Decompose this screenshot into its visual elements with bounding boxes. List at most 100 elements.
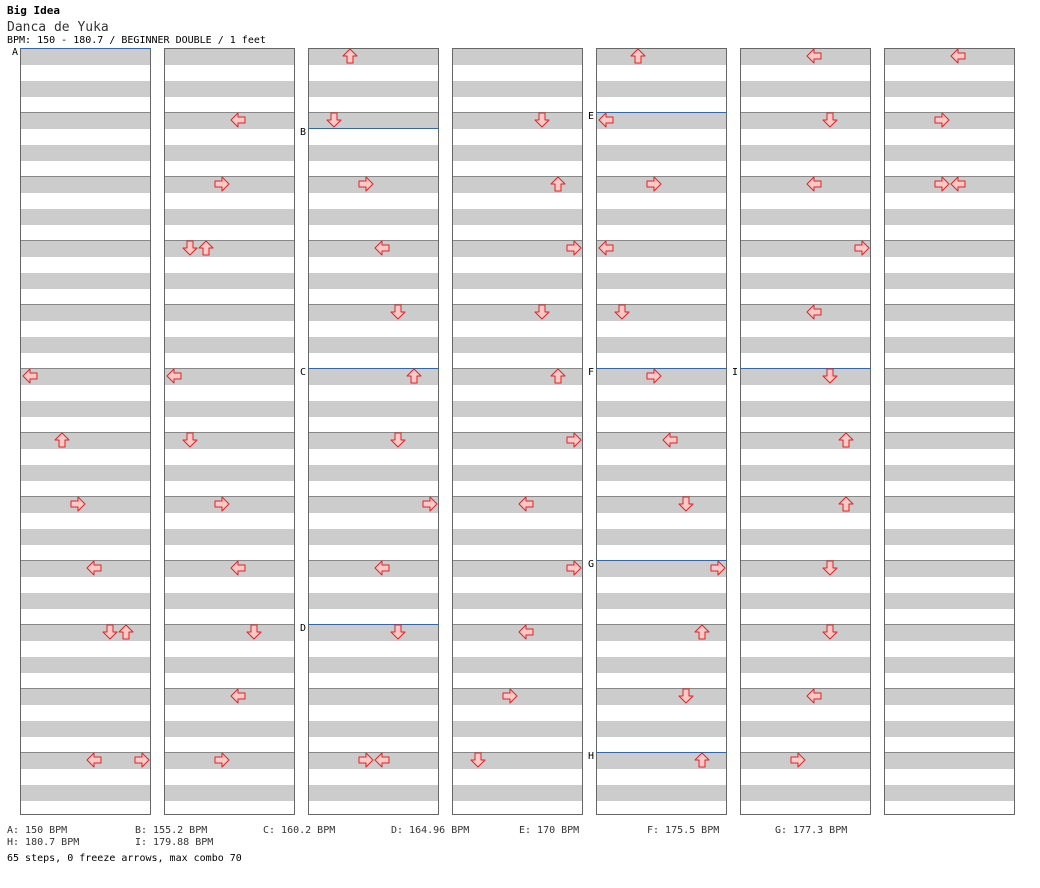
step-summary: 65 steps, 0 freeze arrows, max combo 70 (7, 853, 242, 864)
section-marker-line (308, 368, 439, 369)
bpm-legend-item: E: 170 BPM (519, 825, 580, 836)
measure-line (453, 368, 582, 369)
step-arrow-right-icon (646, 368, 662, 384)
section-marker-line (740, 368, 871, 369)
chart-column-7 (884, 48, 1015, 815)
measure-line (309, 496, 438, 497)
step-arrow-right-icon (214, 176, 230, 192)
step-arrow-left-icon (518, 496, 534, 512)
measure-line (309, 560, 438, 561)
measure-line (453, 112, 582, 113)
step-arrow-right-icon (358, 752, 374, 768)
measure-line (309, 304, 438, 305)
measure-line (741, 240, 870, 241)
step-arrow-right-icon (646, 176, 662, 192)
measure-line (21, 240, 150, 241)
measure-line (309, 176, 438, 177)
section-label: F (588, 367, 595, 378)
measure-line (165, 240, 294, 241)
bpm-legend-item: G: 177.3 BPM (775, 825, 848, 836)
measure-line (453, 432, 582, 433)
chart-column-2 (164, 48, 295, 815)
measure-line (885, 240, 1014, 241)
measure-line (453, 304, 582, 305)
chart-meta: BPM: 150 - 180.7 / BEGINNER DOUBLE / 1 f… (7, 35, 266, 46)
section-marker-line (596, 368, 727, 369)
measure-line (597, 688, 726, 689)
step-arrow-down-icon (390, 432, 406, 448)
measure-line (885, 112, 1014, 113)
step-arrow-left-icon (806, 176, 822, 192)
step-arrow-up-icon (694, 752, 710, 768)
measure-line (165, 176, 294, 177)
step-arrow-down-icon (822, 368, 838, 384)
measure-line (597, 240, 726, 241)
measure-line (21, 432, 150, 433)
measure-line (597, 432, 726, 433)
step-arrow-down-icon (390, 304, 406, 320)
measure-line (741, 496, 870, 497)
measure-line (885, 752, 1014, 753)
step-arrow-up-icon (198, 240, 214, 256)
step-arrow-down-icon (102, 624, 118, 640)
section-marker-line (596, 752, 727, 753)
section-marker-line (596, 112, 727, 113)
measure-line (453, 752, 582, 753)
measure-line (741, 624, 870, 625)
step-arrow-left-icon (22, 368, 38, 384)
step-arrow-down-icon (614, 304, 630, 320)
measure-line (21, 176, 150, 177)
measure-line (741, 432, 870, 433)
section-label: C (300, 367, 307, 378)
measure-line (165, 752, 294, 753)
step-arrow-right-icon (710, 560, 726, 576)
step-arrow-up-icon (54, 432, 70, 448)
step-arrow-right-icon (502, 688, 518, 704)
section-label: H (588, 751, 595, 762)
step-arrow-down-icon (182, 432, 198, 448)
step-arrow-left-icon (374, 752, 390, 768)
step-arrow-left-icon (374, 560, 390, 576)
step-arrow-right-icon (566, 240, 582, 256)
measure-line (309, 432, 438, 433)
bpm-legend-item: A: 150 BPM (7, 825, 68, 836)
measure-line (165, 112, 294, 113)
step-arrow-down-icon (390, 624, 406, 640)
section-marker-line (20, 48, 151, 49)
step-arrow-down-icon (678, 688, 694, 704)
bpm-legend-item: D: 164.96 BPM (391, 825, 470, 836)
measure-line (453, 624, 582, 625)
step-arrow-right-icon (566, 560, 582, 576)
step-arrow-up-icon (694, 624, 710, 640)
bpm-legend-item: H: 180.7 BPM (7, 837, 80, 848)
measure-line (21, 752, 150, 753)
step-arrow-right-icon (214, 496, 230, 512)
step-arrow-left-icon (230, 560, 246, 576)
step-arrow-down-icon (182, 240, 198, 256)
song-title: Danca de Yuka (7, 20, 109, 35)
measure-line (453, 560, 582, 561)
step-arrow-down-icon (678, 496, 694, 512)
step-arrow-down-icon (326, 112, 342, 128)
measure-line (885, 688, 1014, 689)
step-arrow-up-icon (342, 48, 358, 64)
step-arrow-up-icon (550, 368, 566, 384)
measure-line (885, 496, 1014, 497)
measure-line (597, 624, 726, 625)
step-arrow-left-icon (230, 688, 246, 704)
section-label: A (12, 47, 19, 58)
step-arrow-right-icon (934, 112, 950, 128)
chart-column-3 (308, 48, 439, 815)
measure-line (885, 624, 1014, 625)
step-arrow-right-icon (566, 432, 582, 448)
step-arrow-down-icon (822, 112, 838, 128)
section-label: E (588, 111, 595, 122)
section-label: G (588, 559, 595, 570)
measure-line (309, 752, 438, 753)
step-arrow-down-icon (534, 304, 550, 320)
measure-line (21, 624, 150, 625)
step-arrow-left-icon (518, 624, 534, 640)
step-arrow-up-icon (550, 176, 566, 192)
step-arrow-right-icon (214, 752, 230, 768)
step-arrow-down-icon (822, 624, 838, 640)
